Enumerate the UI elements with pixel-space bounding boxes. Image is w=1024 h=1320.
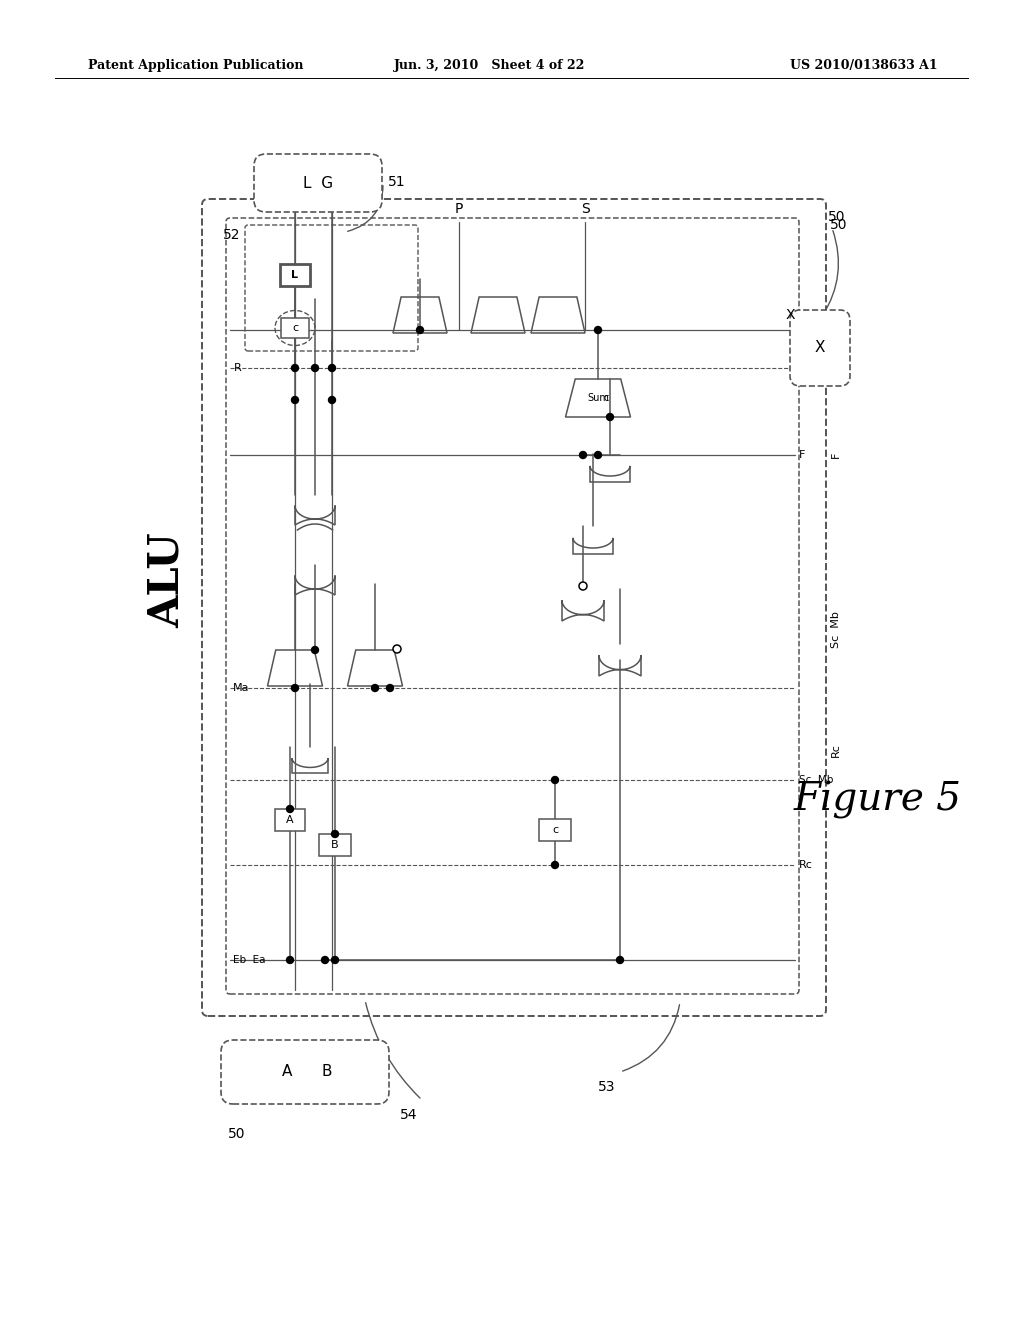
Circle shape	[552, 862, 558, 869]
FancyArrowPatch shape	[366, 1003, 420, 1098]
Bar	[319, 834, 351, 855]
Text: 54: 54	[400, 1107, 418, 1122]
Circle shape	[311, 364, 318, 371]
Circle shape	[287, 957, 294, 964]
Text: 51: 51	[388, 176, 406, 189]
Bar	[539, 818, 571, 841]
Text: Rc: Rc	[831, 743, 841, 756]
Circle shape	[616, 957, 624, 964]
Circle shape	[552, 776, 558, 784]
Text: 50: 50	[830, 218, 848, 232]
Text: A: A	[282, 1064, 292, 1080]
Circle shape	[579, 582, 587, 590]
Text: L  G: L G	[303, 176, 333, 190]
Text: 50: 50	[228, 1127, 246, 1140]
Text: S: S	[581, 202, 590, 216]
FancyArrowPatch shape	[348, 186, 383, 231]
Text: R: R	[234, 363, 242, 374]
Text: Sc  Mb: Sc Mb	[799, 775, 834, 785]
Text: P: P	[455, 202, 463, 216]
Circle shape	[606, 413, 613, 421]
FancyBboxPatch shape	[221, 1040, 389, 1104]
Circle shape	[287, 805, 294, 813]
Text: c: c	[552, 825, 558, 836]
FancyArrowPatch shape	[822, 231, 839, 315]
Text: B: B	[331, 840, 339, 850]
Circle shape	[311, 647, 318, 653]
Text: 53: 53	[598, 1080, 615, 1094]
Text: Eb  Ea: Eb Ea	[233, 954, 265, 965]
Circle shape	[329, 364, 336, 371]
Circle shape	[322, 957, 329, 964]
Circle shape	[292, 364, 299, 371]
Circle shape	[393, 645, 401, 653]
Text: Sum: Sum	[587, 393, 609, 403]
Bar	[275, 809, 305, 832]
Text: Rc: Rc	[799, 861, 813, 870]
Text: c: c	[292, 323, 298, 333]
Text: X: X	[815, 341, 825, 355]
FancyBboxPatch shape	[254, 154, 382, 213]
Text: Jun. 3, 2010   Sheet 4 of 22: Jun. 3, 2010 Sheet 4 of 22	[394, 59, 586, 73]
FancyBboxPatch shape	[790, 310, 850, 385]
Text: B: B	[322, 1064, 332, 1080]
Text: 52: 52	[222, 228, 240, 242]
Text: L: L	[292, 271, 299, 280]
Text: Ma: Ma	[233, 682, 250, 693]
Text: Patent Application Publication: Patent Application Publication	[88, 59, 303, 73]
Text: 50: 50	[828, 210, 846, 224]
Circle shape	[372, 685, 379, 692]
Text: F: F	[799, 450, 805, 459]
Text: Sc  Mb: Sc Mb	[831, 611, 841, 648]
Circle shape	[595, 451, 601, 458]
Text: US 2010/0138633 A1: US 2010/0138633 A1	[791, 59, 938, 73]
Text: c: c	[603, 393, 608, 403]
Text: A: A	[286, 814, 294, 825]
Circle shape	[292, 685, 299, 692]
Circle shape	[332, 830, 339, 837]
Circle shape	[292, 396, 299, 404]
Circle shape	[595, 326, 601, 334]
Text: Figure 5: Figure 5	[794, 781, 962, 818]
Circle shape	[332, 957, 339, 964]
Circle shape	[417, 326, 424, 334]
Circle shape	[580, 451, 587, 458]
Circle shape	[329, 396, 336, 404]
Text: X: X	[785, 308, 795, 322]
Bar	[280, 264, 310, 286]
Bar	[281, 318, 309, 338]
Text: F: F	[831, 451, 841, 458]
Circle shape	[386, 685, 393, 692]
FancyArrowPatch shape	[623, 1005, 680, 1071]
Text: ALU: ALU	[146, 532, 188, 628]
